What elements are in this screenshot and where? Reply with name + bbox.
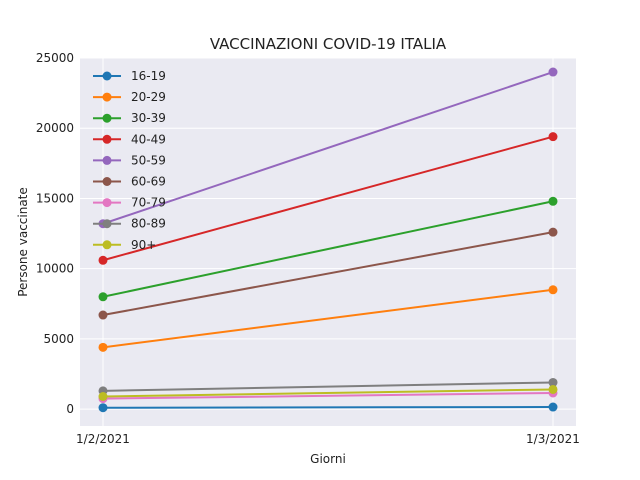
x-axis-label: Giorni [310,452,346,466]
legend-label: 16-19 [131,69,166,83]
legend: 16-19 20-29 30-39 40-49 50-59 60-69 70-79 80-89… [93,69,166,252]
y-axis-ticks: 0 5000 10000 15000 20000 25000 [36,51,74,416]
data-point [548,67,558,77]
grid [80,57,576,426]
data-point [98,392,108,402]
plot-area [80,58,576,426]
legend-marker [102,219,112,229]
data-point [98,403,108,413]
legend-item: 50-59 [93,153,166,167]
data-point [548,402,558,412]
legend-label: 40-49 [131,132,166,146]
legend-label: 20-29 [131,90,166,104]
y-tick-label: 5000 [43,332,74,346]
series-line [102,381,554,392]
series-line [102,135,554,262]
legend-marker [102,240,112,250]
legend-item: 90+ [93,238,156,252]
x-axis-ticks: 1/2/2021 1/3/2021 [76,432,580,446]
legend-label: 70-79 [131,196,166,210]
data-point [548,227,558,237]
series-60-69 [98,227,558,320]
y-tick-label: 0 [66,402,74,416]
series-40-49 [98,132,558,265]
x-tick-label: 1/2/2021 [76,432,130,446]
series-line [102,391,554,400]
data-point [98,342,108,352]
legend-item: 60-69 [93,175,166,189]
legend-item: 40-49 [93,132,166,146]
legend-item: 70-79 [93,196,166,210]
legend-item: 30-39 [93,111,166,125]
legend-marker [102,92,112,102]
legend-marker [102,177,112,186]
series-30-39 [98,196,558,302]
series-20-29 [98,285,558,352]
legend-label: 60-69 [131,175,166,189]
series-line [102,406,554,409]
data-point [548,384,558,394]
y-tick-label: 25000 [36,51,74,65]
legend-label: 50-59 [131,153,166,167]
legend-item: 20-29 [93,90,166,104]
data-point [98,255,108,265]
chart-title: VACCINAZIONI COVID-19 ITALIA [210,35,447,53]
data-point [548,196,558,206]
series-line [102,288,554,349]
y-tick-label: 10000 [36,262,74,276]
legend-label: 30-39 [131,111,166,125]
legend-label: 80-89 [131,217,166,231]
data-point [548,132,558,142]
legend-label: 90+ [131,238,156,252]
series-line [102,71,554,225]
legend-item: 16-19 [93,69,166,83]
legend-item: 80-89 [93,217,166,231]
legend-marker [102,134,112,144]
y-tick-label: 20000 [36,121,74,135]
legend-marker [102,113,112,123]
legend-marker [102,71,112,81]
series-layer [98,67,558,413]
series-line [102,200,554,298]
series-16-19 [98,402,558,413]
data-point [548,377,558,387]
legend-marker [102,198,112,208]
series-line [102,231,554,317]
y-tick-label: 15000 [36,191,74,205]
series-90plus [98,384,558,402]
data-point [548,285,558,295]
data-point [98,292,108,302]
series-line [102,388,554,398]
legend-marker [102,155,112,165]
y-axis-label: Persone vaccinate [16,187,30,297]
x-tick-label: 1/3/2021 [526,432,580,446]
data-point [98,310,108,320]
